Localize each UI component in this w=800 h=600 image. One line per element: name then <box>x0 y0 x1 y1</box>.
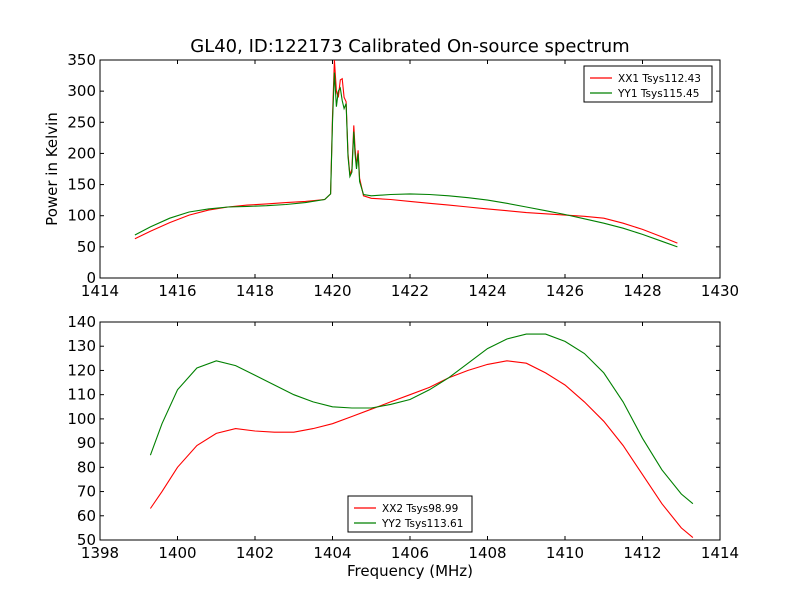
x-tick-label: 1408 <box>468 544 506 562</box>
x-tick-label: 1418 <box>236 282 274 300</box>
x-tick-label: 1420 <box>313 282 351 300</box>
legend-label-0: XX2 Tsys98.99 <box>382 503 458 515</box>
legend-box <box>347 495 473 533</box>
legend: XX1 Tsys112.43 YY1 Tsys115.45 <box>583 65 713 103</box>
legend-label-1: YY2 Tsys113.61 <box>381 518 463 530</box>
y-tick-label: 100 <box>67 207 96 225</box>
series-line-1 <box>134 72 678 248</box>
x-axis-title: Frequency (MHz) <box>347 562 473 580</box>
y-tick-label: 140 <box>67 313 96 331</box>
x-tick-label: 1422 <box>391 282 429 300</box>
top-axes: 1414 1416 1418 1420 1422 1424 1426 1428 1430 0 50 1… <box>43 51 739 300</box>
x-tick-label: 1406 <box>391 544 429 562</box>
y-tick-label: 150 <box>67 176 96 194</box>
y-tick-label: 350 <box>67 51 96 69</box>
x-tick-label: 1424 <box>468 282 506 300</box>
y-tick-label: 100 <box>67 410 96 428</box>
series-line-0 <box>149 360 694 539</box>
x-tick-label: 1400 <box>158 544 196 562</box>
x-tick-label: 1404 <box>313 544 351 562</box>
x-tick-label: 1416 <box>158 282 196 300</box>
legend: XX2 Tsys98.99 YY2 Tsys113.61 <box>347 495 473 533</box>
series-line-1 <box>149 333 694 505</box>
y-tick-label: 50 <box>77 531 96 549</box>
y-tick-label: 90 <box>77 434 96 452</box>
x-tick-label: 1426 <box>546 282 584 300</box>
x-tick-label: 1414 <box>701 544 739 562</box>
x-tick-label: 1428 <box>623 282 661 300</box>
y-tick-label: 200 <box>67 144 96 162</box>
bottom-axes: 1398 1400 1402 1404 1406 1408 1410 1412 1414 50 60… <box>67 313 739 580</box>
y-axis-title: Power in Kelvin <box>43 112 61 226</box>
y-tick-label: 130 <box>67 337 96 355</box>
figure-title: GL40, ID:122173 Calibrated On-source spe… <box>190 36 629 57</box>
y-tick-label: 80 <box>77 458 96 476</box>
legend-label-1: YY1 Tsys115.45 <box>617 88 699 100</box>
y-tick-label: 120 <box>67 361 96 379</box>
y-tick-label: 300 <box>67 82 96 100</box>
y-tick-label: 250 <box>67 113 96 131</box>
y-tick-label: 0 <box>86 269 96 287</box>
x-tick-label: 1410 <box>546 544 584 562</box>
x-tick-label: 1414 <box>81 282 119 300</box>
x-tick-label: 1398 <box>81 544 119 562</box>
x-tick-label: 1430 <box>701 282 739 300</box>
y-tick-label: 60 <box>77 507 96 525</box>
legend-label-0: XX1 Tsys112.43 <box>618 73 701 85</box>
y-tick-label: 50 <box>77 238 96 256</box>
x-tick-label: 1412 <box>623 544 661 562</box>
y-tick-label: 110 <box>67 386 96 404</box>
x-tick-label: 1402 <box>236 544 274 562</box>
legend-box <box>583 65 713 103</box>
y-tick-label: 70 <box>77 483 96 501</box>
